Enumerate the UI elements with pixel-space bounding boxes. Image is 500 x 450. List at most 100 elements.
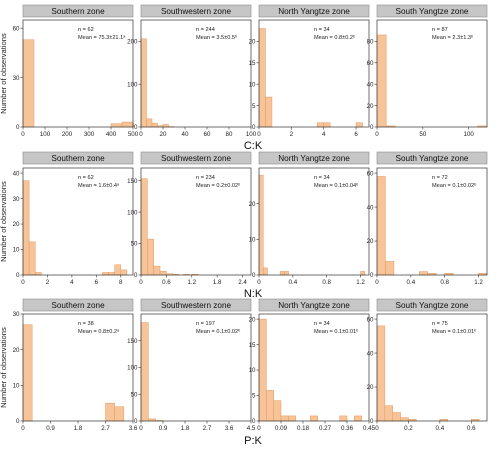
- x-tick-label: 1.8: [213, 279, 222, 286]
- x-tick-label: 100: [464, 131, 475, 138]
- histogram-bar: [376, 34, 387, 128]
- x-tick-label: 0: [257, 279, 261, 286]
- histogram-bar: [22, 39, 35, 128]
- histogram-bar: [159, 270, 167, 276]
- histogram-bar: [360, 271, 366, 276]
- y-tick-label: 40: [13, 170, 20, 177]
- x-tick-label: 0.9: [46, 425, 55, 432]
- y-tick-label: 40: [367, 204, 374, 211]
- y-tick-label: 20: [249, 316, 256, 323]
- x-tick-label: 2: [46, 279, 50, 286]
- histogram-bar: [153, 265, 161, 276]
- panel-title-strip: [258, 151, 370, 165]
- y-tick-label: 0: [16, 272, 20, 279]
- y-tick-label: 0: [370, 418, 374, 425]
- y-tick-label: 150: [127, 338, 138, 345]
- panel-title-strip: [258, 298, 370, 312]
- histogram-bar: [385, 261, 395, 276]
- x-axis-label: C:K: [244, 140, 263, 152]
- panel-title: South Yangtze zone: [396, 154, 469, 163]
- x-tick-label: 20: [160, 131, 167, 138]
- x-tick-label: 0.18: [297, 425, 310, 432]
- histogram-panel: South Yangtze zone 0 0.2 0.4 0.6 0 20 40 60 n = 7…: [367, 298, 488, 432]
- x-tick-label: 0.27: [319, 425, 332, 432]
- plot-frame: [258, 313, 370, 422]
- y-tick-label: 10: [249, 367, 256, 374]
- y-tick-label: 0: [370, 124, 374, 131]
- y-tick-label: 0: [16, 124, 20, 131]
- y-axis-label: Number of observations: [0, 327, 8, 408]
- histogram-bar: [110, 123, 123, 128]
- histogram-bar: [114, 264, 122, 276]
- sample-size-label: n = 38: [78, 321, 94, 327]
- sample-size-label: n = 197: [196, 321, 215, 327]
- y-tick-label: 0: [134, 124, 138, 131]
- panel-title-strip: [376, 4, 488, 18]
- x-tick-label: 400: [106, 131, 117, 138]
- x-tick-label: 0: [139, 131, 143, 138]
- y-tick-label: 0: [252, 272, 256, 279]
- mean-label: Mean = 0.1±0.01ᵇ: [314, 328, 358, 335]
- y-tick-label: 0: [252, 418, 256, 425]
- histogram-bar: [105, 402, 115, 422]
- panel-title-strip: [140, 151, 252, 165]
- x-tick-label: 50: [419, 131, 426, 138]
- histogram-bar: [392, 412, 401, 422]
- y-tick-label: 20: [13, 347, 20, 354]
- x-tick-label: 3.6: [225, 425, 234, 432]
- histogram-bar: [22, 324, 33, 422]
- panel-title: North Yangtze zone: [278, 7, 350, 16]
- histogram-bar: [384, 405, 393, 422]
- mean-label: Mean = 0.2±0.02ᵇ: [196, 182, 240, 189]
- sample-size-label: n = 234: [196, 175, 215, 181]
- panel-title: Southern zone: [51, 154, 105, 163]
- y-tick-label: 10: [13, 247, 20, 254]
- x-tick-label: 200: [62, 131, 73, 138]
- plot-frame: [22, 167, 134, 276]
- x-axis-label: P:K: [244, 435, 262, 447]
- sample-size-label: n = 244: [196, 27, 215, 33]
- y-tick-label: 40: [367, 350, 374, 357]
- histogram-panel: North Yangtze zone 0 0.4 0.8 1.2 0 10 20 n = 34M…: [249, 151, 370, 286]
- x-tick-label: 4: [70, 279, 74, 286]
- x-tick-label: 0.2: [404, 425, 413, 432]
- sample-size-label: n = 62: [78, 27, 94, 33]
- y-tick-label: 20: [13, 221, 20, 228]
- mean-label: Mean = 1.6±0.4ᵃ: [78, 183, 120, 189]
- plot-frame: [376, 19, 488, 128]
- histogram-bar: [34, 272, 42, 276]
- y-tick-label: 60: [13, 25, 20, 32]
- histogram-bar: [147, 238, 154, 276]
- y-tick-label: 20: [249, 39, 256, 46]
- histogram-bar: [120, 269, 128, 276]
- panel-title: Southwestern zone: [161, 7, 232, 16]
- y-tick-label: 0: [370, 272, 374, 279]
- x-tick-label: 0: [21, 425, 25, 432]
- histogram-panel: Southern zone 0 2 4 6 8 0 10 20 30 40 n = 62 Mean = …: [13, 151, 134, 286]
- x-tick-label: 0.6: [467, 425, 476, 432]
- panel-title-strip: [140, 4, 252, 18]
- x-tick-label: 6: [354, 131, 358, 138]
- y-tick-label: 0: [134, 418, 138, 425]
- panel-title-strip: [140, 298, 252, 312]
- histogram-panel: South Yangtze zone 0 0.4 0.8 1.2 0 20 40 60 n = 7…: [367, 151, 488, 286]
- x-tick-label: 0.36: [341, 425, 354, 432]
- histogram-bar: [258, 28, 266, 128]
- x-tick-label: 1.2: [187, 279, 196, 286]
- mean-label: Mean = 3.5±0.5ᵇ: [196, 34, 237, 41]
- x-tick-label: 1.8: [74, 425, 83, 432]
- plot-frame: [140, 19, 252, 128]
- y-axis-label: Number of observations: [0, 181, 8, 262]
- histogram-bar: [162, 124, 169, 128]
- panel-title: Southwestern zone: [161, 154, 232, 163]
- x-tick-label: 6: [95, 279, 99, 286]
- histogram-bar: [258, 174, 264, 276]
- y-tick-label: 100: [127, 365, 138, 372]
- y-axis-label: Number of observations: [0, 33, 8, 114]
- panel-title-strip: [258, 4, 370, 18]
- y-tick-label: 100: [127, 209, 138, 216]
- histogram-bar: [265, 96, 273, 128]
- y-tick-label: 0: [16, 418, 20, 425]
